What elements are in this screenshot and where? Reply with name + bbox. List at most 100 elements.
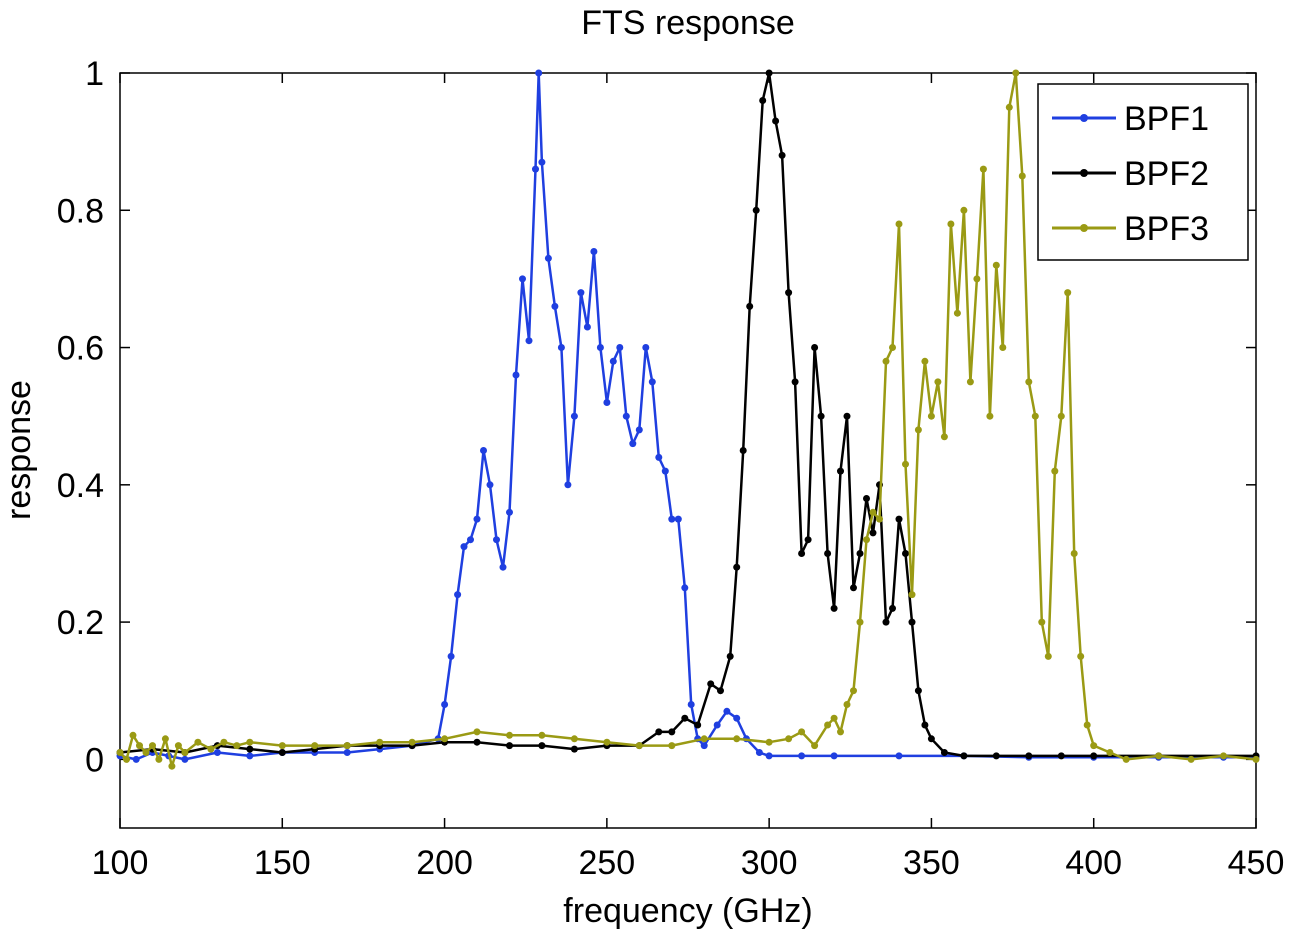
data-point	[804, 536, 812, 544]
data-point	[557, 344, 565, 351]
data-point	[246, 745, 254, 753]
data-point	[1038, 618, 1046, 626]
data-point	[837, 728, 844, 736]
data-point	[577, 289, 585, 297]
data-point	[142, 749, 150, 756]
data-point	[1025, 378, 1033, 386]
data-point	[635, 742, 643, 750]
data-point	[973, 275, 981, 283]
data-point	[1070, 550, 1078, 557]
data-point	[863, 536, 870, 544]
data-point	[785, 735, 793, 743]
data-point	[723, 707, 731, 715]
data-point	[895, 515, 903, 523]
data-point	[889, 344, 896, 351]
data-point	[525, 337, 533, 345]
y-axis: 0 0.2 0.4 0.6 0.8 1	[57, 55, 1256, 779]
data-point	[278, 742, 286, 750]
x-tick-label: 350	[903, 844, 960, 882]
data-point	[136, 742, 143, 750]
data-point	[447, 652, 455, 660]
data-point	[979, 165, 987, 173]
data-point	[538, 731, 546, 739]
data-point	[733, 735, 741, 743]
legend-marker	[1080, 114, 1088, 122]
data-point	[194, 738, 202, 746]
data-point	[570, 412, 578, 420]
data-point	[960, 206, 968, 214]
data-point	[1044, 652, 1052, 660]
data-point	[927, 735, 935, 743]
series-bpf3	[116, 69, 1260, 770]
data-point	[635, 426, 643, 434]
data-point	[681, 584, 689, 592]
data-point	[668, 742, 676, 750]
y-tick-label: 0.2	[57, 604, 104, 642]
data-point	[830, 714, 838, 722]
data-point	[246, 752, 254, 760]
legend-marker	[1080, 224, 1088, 232]
data-point	[914, 687, 922, 695]
data-point	[161, 735, 169, 743]
data-point	[454, 591, 462, 599]
data-point	[1064, 289, 1072, 297]
data-point	[798, 550, 806, 557]
series-line	[119, 71, 1256, 761]
legend-label: BPF1	[1124, 100, 1209, 138]
data-point	[908, 591, 916, 599]
data-point	[863, 495, 870, 502]
data-point	[869, 508, 877, 516]
x-tick-label: 150	[254, 844, 311, 882]
y-tick-label: 0.4	[57, 467, 104, 505]
data-point	[817, 412, 825, 420]
data-point	[648, 378, 656, 386]
data-point	[473, 728, 481, 736]
data-point	[999, 344, 1007, 351]
data-point	[895, 220, 903, 228]
data-point	[733, 563, 741, 571]
data-point	[843, 412, 851, 420]
data-point	[902, 460, 909, 468]
data-point	[629, 440, 637, 448]
data-point	[596, 344, 604, 351]
legend: BPF1 BPF2 BPF3	[1037, 83, 1249, 261]
data-point	[934, 378, 942, 386]
data-point	[506, 508, 513, 516]
data-point	[876, 515, 883, 523]
data-point	[765, 69, 773, 77]
data-point	[207, 745, 215, 753]
data-point	[837, 467, 844, 475]
data-point	[538, 742, 546, 750]
data-point	[785, 289, 793, 297]
y-tick-label: 0.8	[57, 192, 104, 230]
data-point	[765, 752, 773, 760]
data-point	[506, 742, 513, 750]
data-point	[921, 357, 929, 365]
data-point	[856, 618, 864, 626]
data-point	[499, 563, 507, 571]
data-point	[811, 344, 819, 351]
data-point	[220, 738, 228, 746]
data-point	[713, 721, 721, 729]
data-point	[642, 344, 650, 351]
data-point	[480, 447, 487, 454]
data-point	[1220, 752, 1227, 760]
data-point	[882, 357, 890, 365]
y-tick-label: 1	[85, 55, 104, 93]
data-point	[1077, 652, 1085, 660]
data-point	[129, 731, 137, 739]
data-point	[830, 752, 838, 760]
data-point	[914, 426, 922, 434]
data-point	[149, 742, 156, 750]
data-point	[590, 248, 598, 255]
data-point	[953, 309, 961, 317]
data-point	[460, 543, 468, 551]
data-point	[1187, 755, 1195, 763]
data-point	[1005, 103, 1013, 111]
data-point	[661, 467, 669, 475]
data-point	[921, 721, 929, 729]
series-layer	[116, 69, 1260, 770]
data-point	[564, 481, 572, 489]
data-point	[1090, 752, 1098, 760]
